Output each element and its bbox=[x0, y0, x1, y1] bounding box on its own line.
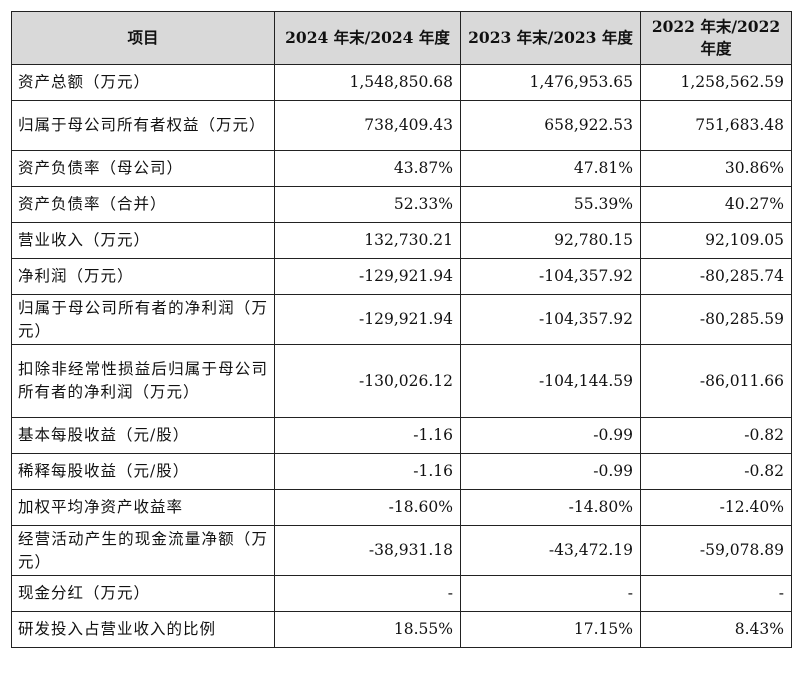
cell-2023: -0.99 bbox=[460, 453, 641, 490]
cell-2022: 1,258,562.59 bbox=[640, 64, 792, 101]
row-label: 资产负债率（合并） bbox=[11, 186, 275, 223]
cell-2022: 751,683.48 bbox=[640, 100, 792, 151]
cell-2022: 30.86% bbox=[640, 150, 792, 187]
row-label: 归属于母公司所有者的净利润（万元） bbox=[11, 294, 275, 345]
cell-2024: 18.55% bbox=[274, 611, 461, 648]
row-label: 经营活动产生的现金流量净额（万元） bbox=[11, 525, 275, 576]
cell-2024: -129,921.94 bbox=[274, 294, 461, 345]
header-item: 项目 bbox=[11, 11, 275, 65]
cell-2023: 55.39% bbox=[460, 186, 641, 223]
cell-2024: - bbox=[274, 575, 461, 612]
table-row: 归属于母公司所有者权益（万元） 738,409.43 658,922.53 75… bbox=[11, 100, 792, 151]
cell-2022: 92,109.05 bbox=[640, 222, 792, 259]
table-row: 研发投入占营业收入的比例 18.55% 17.15% 8.43% bbox=[11, 611, 792, 648]
cell-2022: -0.82 bbox=[640, 417, 792, 454]
row-label: 基本每股收益（元/股） bbox=[11, 417, 275, 454]
financial-table-container: 项目 2024 年末/2024 年度 2023 年末/2023 年度 2022 … bbox=[11, 11, 792, 648]
cell-2022: -59,078.89 bbox=[640, 525, 792, 576]
row-label: 归属于母公司所有者权益（万元） bbox=[11, 100, 275, 151]
cell-2024: -129,921.94 bbox=[274, 258, 461, 295]
cell-2023: -0.99 bbox=[460, 417, 641, 454]
cell-2023: -104,357.92 bbox=[460, 258, 641, 295]
table-row: 基本每股收益（元/股） -1.16 -0.99 -0.82 bbox=[11, 417, 792, 454]
cell-2022: -80,285.59 bbox=[640, 294, 792, 345]
row-label: 营业收入（万元） bbox=[11, 222, 275, 259]
table-row: 归属于母公司所有者的净利润（万元） -129,921.94 -104,357.9… bbox=[11, 294, 792, 345]
cell-2024: -1.16 bbox=[274, 417, 461, 454]
row-label: 资产总额（万元） bbox=[11, 64, 275, 101]
cell-2023: - bbox=[460, 575, 641, 612]
row-label: 加权平均净资产收益率 bbox=[11, 489, 275, 526]
header-2024: 2024 年末/2024 年度 bbox=[274, 11, 461, 65]
cell-2023: 92,780.15 bbox=[460, 222, 641, 259]
table-row: 经营活动产生的现金流量净额（万元） -38,931.18 -43,472.19 … bbox=[11, 525, 792, 576]
cell-2024: -38,931.18 bbox=[274, 525, 461, 576]
table-row: 资产负债率（合并） 52.33% 55.39% 40.27% bbox=[11, 186, 792, 223]
table-row: 稀释每股收益（元/股） -1.16 -0.99 -0.82 bbox=[11, 453, 792, 490]
row-label: 稀释每股收益（元/股） bbox=[11, 453, 275, 490]
financial-data-table: 项目 2024 年末/2024 年度 2023 年末/2023 年度 2022 … bbox=[11, 11, 792, 648]
table-row: 现金分红（万元） - - - bbox=[11, 575, 792, 612]
cell-2023: 1,476,953.65 bbox=[460, 64, 641, 101]
row-label: 研发投入占营业收入的比例 bbox=[11, 611, 275, 648]
cell-2023: -104,357.92 bbox=[460, 294, 641, 345]
table-row: 扣除非经常性损益后归属于母公司所有者的净利润（万元） -130,026.12 -… bbox=[11, 344, 792, 418]
cell-2022: -86,011.66 bbox=[640, 344, 792, 418]
table-row: 加权平均净资产收益率 -18.60% -14.80% -12.40% bbox=[11, 489, 792, 526]
cell-2023: 47.81% bbox=[460, 150, 641, 187]
cell-2023: -14.80% bbox=[460, 489, 641, 526]
table-row: 资产负债率（母公司） 43.87% 47.81% 30.86% bbox=[11, 150, 792, 187]
row-label: 现金分红（万元） bbox=[11, 575, 275, 612]
cell-2022: - bbox=[640, 575, 792, 612]
table-row: 资产总额（万元） 1,548,850.68 1,476,953.65 1,258… bbox=[11, 64, 792, 101]
cell-2024: 43.87% bbox=[274, 150, 461, 187]
table-row: 净利润（万元） -129,921.94 -104,357.92 -80,285.… bbox=[11, 258, 792, 295]
row-label: 净利润（万元） bbox=[11, 258, 275, 295]
cell-2023: -43,472.19 bbox=[460, 525, 641, 576]
cell-2022: 40.27% bbox=[640, 186, 792, 223]
cell-2024: -18.60% bbox=[274, 489, 461, 526]
header-2023: 2023 年末/2023 年度 bbox=[460, 11, 641, 65]
header-2022: 2022 年末/2022 年度 bbox=[640, 11, 792, 65]
table-header-row: 项目 2024 年末/2024 年度 2023 年末/2023 年度 2022 … bbox=[11, 11, 792, 65]
cell-2023: 658,922.53 bbox=[460, 100, 641, 151]
row-label: 资产负债率（母公司） bbox=[11, 150, 275, 187]
cell-2022: -0.82 bbox=[640, 453, 792, 490]
table-row: 营业收入（万元） 132,730.21 92,780.15 92,109.05 bbox=[11, 222, 792, 259]
cell-2024: 132,730.21 bbox=[274, 222, 461, 259]
cell-2022: -12.40% bbox=[640, 489, 792, 526]
cell-2023: -104,144.59 bbox=[460, 344, 641, 418]
cell-2024: -1.16 bbox=[274, 453, 461, 490]
cell-2024: 738,409.43 bbox=[274, 100, 461, 151]
cell-2022: -80,285.74 bbox=[640, 258, 792, 295]
cell-2024: 1,548,850.68 bbox=[274, 64, 461, 101]
cell-2023: 17.15% bbox=[460, 611, 641, 648]
cell-2022: 8.43% bbox=[640, 611, 792, 648]
row-label: 扣除非经常性损益后归属于母公司所有者的净利润（万元） bbox=[11, 344, 275, 418]
cell-2024: 52.33% bbox=[274, 186, 461, 223]
cell-2024: -130,026.12 bbox=[274, 344, 461, 418]
